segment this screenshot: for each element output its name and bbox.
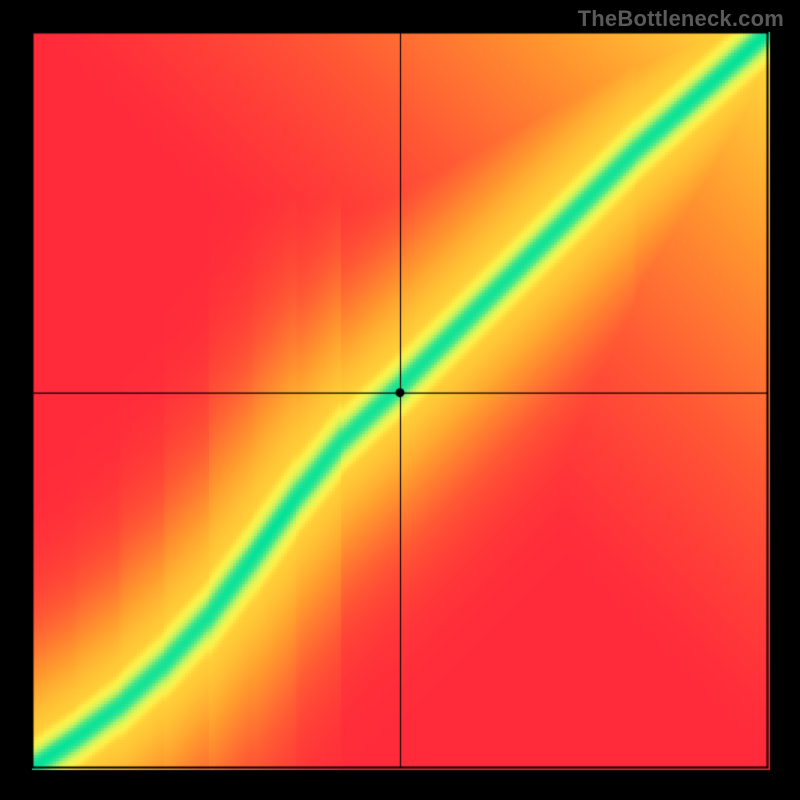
watermark-label: TheBottleneck.com [578, 6, 784, 32]
heatmap-canvas [0, 0, 800, 800]
